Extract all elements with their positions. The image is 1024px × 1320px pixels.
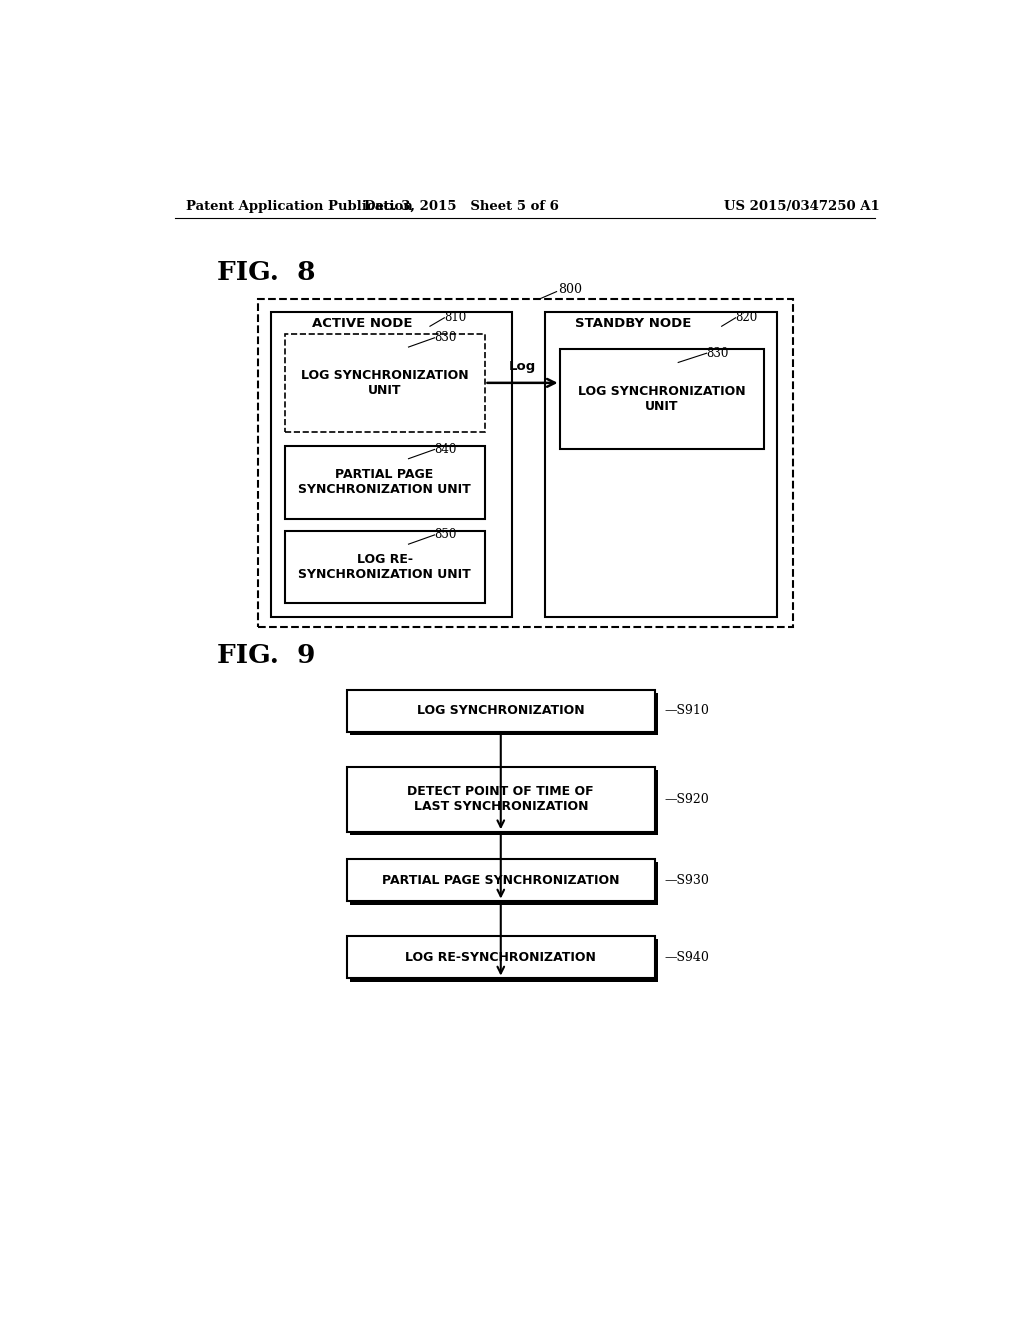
Bar — [349, 770, 658, 836]
Bar — [349, 862, 658, 904]
Text: —S920: —S920 — [665, 793, 709, 807]
Text: STANDBY NODE: STANDBY NODE — [575, 317, 691, 330]
Text: LOG SYNCHRONIZATION
UNIT: LOG SYNCHRONIZATION UNIT — [579, 385, 745, 413]
Bar — [346, 859, 655, 902]
Text: PARTIAL PAGE SYNCHRONIZATION: PARTIAL PAGE SYNCHRONIZATION — [382, 874, 620, 887]
Text: 800: 800 — [558, 282, 582, 296]
Text: LOG SYNCHRONIZATION
UNIT: LOG SYNCHRONIZATION UNIT — [301, 368, 468, 397]
Text: —S930: —S930 — [665, 874, 710, 887]
Text: LOG RE-
SYNCHRONIZATION UNIT: LOG RE- SYNCHRONIZATION UNIT — [298, 553, 471, 581]
Text: Dec. 3, 2015   Sheet 5 of 6: Dec. 3, 2015 Sheet 5 of 6 — [364, 199, 559, 213]
Text: 830: 830 — [434, 331, 457, 345]
Text: —S940: —S940 — [665, 950, 710, 964]
Text: LOG RE-SYNCHRONIZATION: LOG RE-SYNCHRONIZATION — [406, 950, 596, 964]
Bar — [271, 313, 512, 616]
Text: 810: 810 — [444, 312, 467, 325]
Text: PARTIAL PAGE
SYNCHRONIZATION UNIT: PARTIAL PAGE SYNCHRONIZATION UNIT — [298, 469, 471, 496]
Bar — [560, 350, 764, 449]
Bar — [285, 531, 484, 603]
Text: 850: 850 — [434, 528, 457, 541]
Text: 840: 840 — [434, 444, 457, 455]
Text: ACTIVE NODE: ACTIVE NODE — [312, 317, 413, 330]
Text: FIG.  8: FIG. 8 — [217, 260, 315, 285]
Bar — [545, 313, 777, 616]
Text: Log: Log — [509, 360, 537, 372]
Bar — [349, 693, 658, 735]
Text: LOG SYNCHRONIZATION: LOG SYNCHRONIZATION — [417, 705, 585, 717]
Bar — [258, 300, 793, 627]
Bar — [285, 446, 484, 519]
Text: FIG.  9: FIG. 9 — [217, 643, 315, 668]
Text: —S910: —S910 — [665, 705, 710, 717]
Text: US 2015/0347250 A1: US 2015/0347250 A1 — [724, 199, 880, 213]
Bar — [346, 689, 655, 733]
Bar — [346, 767, 655, 832]
Bar — [349, 940, 658, 982]
Text: DETECT POINT OF TIME OF
LAST SYNCHRONIZATION: DETECT POINT OF TIME OF LAST SYNCHRONIZA… — [408, 785, 594, 813]
Bar — [346, 936, 655, 978]
Text: Patent Application Publication: Patent Application Publication — [186, 199, 413, 213]
Text: 830: 830 — [707, 347, 729, 360]
Text: 820: 820 — [735, 312, 758, 325]
Bar — [285, 334, 484, 432]
